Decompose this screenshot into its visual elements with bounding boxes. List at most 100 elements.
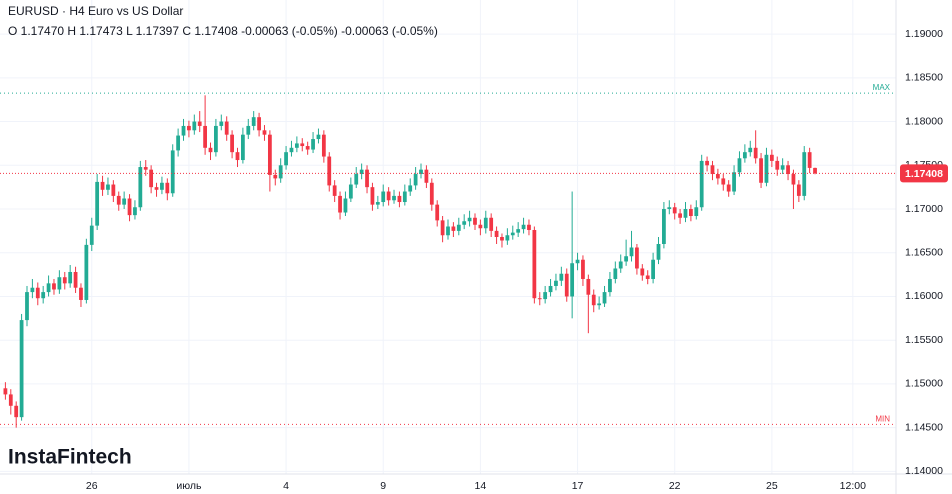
candle-body [397,195,402,203]
candle-body [807,152,812,168]
candle-body [672,207,677,214]
candle-body [235,152,240,161]
candle-body [764,154,769,183]
candle-body [796,184,801,196]
candle-body [613,268,618,279]
x-tick-label: 26 [86,480,98,492]
candle-body [165,182,170,194]
candle-body [570,263,575,297]
candle-body [451,226,456,231]
candle-body [100,181,105,190]
candle-body [138,167,143,208]
candle-body [316,134,321,140]
price-label-box [900,164,948,183]
candle-body [429,182,434,205]
y-tick-label: 1.16500 [905,247,943,259]
candle-body [602,292,607,304]
candle-body [629,247,634,257]
candle-body [133,207,137,216]
candle-body [721,178,726,185]
candle-body [742,152,747,159]
x-tick-label: 17 [572,480,584,492]
y-tick-label: 1.18500 [905,72,943,84]
candle-body [510,232,515,236]
candle-body [635,247,639,269]
candle-body [176,135,181,151]
candle-body [57,277,62,290]
candle-body [35,287,40,299]
candle-body [41,292,46,299]
candle-body [759,158,763,183]
candle-body [305,146,310,150]
candle-body [289,147,294,153]
candle-body [300,143,305,147]
candle-body [338,195,342,213]
y-tick-label: 1.14500 [905,421,943,433]
candle-body [715,174,720,179]
candle-body [748,147,753,153]
candle-body [435,204,440,221]
candle-body [375,202,380,205]
candle-body [769,154,774,161]
candle-body [46,283,51,293]
candle-body [354,174,359,185]
x-tick-label: 22 [669,480,681,492]
candle-body [478,224,483,229]
candle-body [699,160,704,208]
candle-body [219,121,224,126]
candle-body [149,169,154,188]
candle-body [532,230,537,299]
candle-body [262,130,267,135]
candle-body [662,209,666,244]
candle-body [494,230,499,237]
candle-body [726,184,731,192]
candle-body [554,280,558,286]
candle-body [780,165,785,170]
candle-body [786,165,790,175]
max-line-label: MAX [873,83,891,92]
candle-body [618,261,623,269]
x-tick-label: 25 [766,480,778,492]
candle-body [30,287,35,293]
candle-body [440,220,445,236]
y-tick-label: 1.17000 [905,203,943,215]
y-tick-label: 1.15500 [905,334,943,346]
y-tick-label: 1.18000 [905,115,943,127]
candle-body [645,275,650,279]
candle-body [3,388,8,395]
candle-body [68,271,73,284]
candle-body [84,244,89,300]
candle-body [321,134,326,157]
grid [0,0,896,474]
min-line-label: MIN [875,414,890,423]
candle-body [473,217,477,225]
candle-body [402,191,407,203]
candle-body [73,271,78,288]
candle-body [624,256,629,262]
candle-body [246,125,251,135]
candle-body [359,169,364,175]
candle-body [597,303,602,306]
candle-body [111,184,116,196]
candle-body [365,169,369,188]
candle-body [802,152,807,196]
candle-body [241,134,245,161]
candle-body [591,294,596,306]
candle-body [683,209,688,218]
candle-body [548,285,553,293]
candle-body [505,235,510,241]
candle-body [154,187,159,190]
candle-body [386,191,391,201]
candle-body [586,278,591,295]
candle-body [203,125,207,148]
candle-body [348,184,353,199]
candle-body [413,174,418,186]
chart-title: EURUSD · H4 Euro vs US Dollar [8,4,183,18]
candles [3,95,817,428]
candle-body [122,198,127,205]
candle-body [543,292,548,300]
y-tick-label: 1.14000 [905,465,943,477]
candle-body [462,221,467,225]
candle-body [575,259,580,264]
